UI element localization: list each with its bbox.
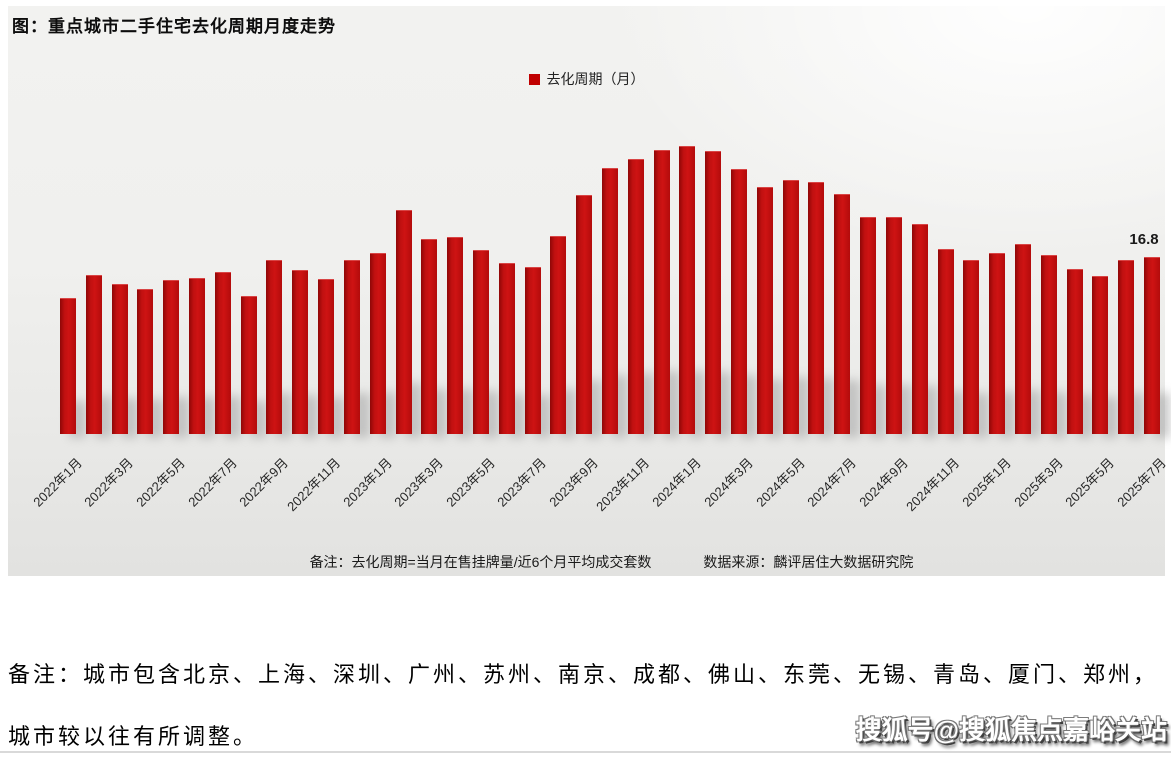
chart-panel: 图：重点城市二手住宅去化周期月度走势 去化周期（月） 2022年1月 2022年3… <box>8 6 1170 576</box>
bar-2024年3月 <box>731 169 748 434</box>
x-axis-label: 2022年1月 <box>30 455 85 510</box>
legend: 去化周期（月） <box>8 69 1165 89</box>
legend-swatch-icon <box>528 73 540 85</box>
bar-2024年5月 <box>782 179 799 434</box>
bar-2023年11月 <box>627 158 644 434</box>
x-axis-label: 2023年1月 <box>339 455 395 510</box>
x-axis-label: 2024年5月 <box>752 455 808 510</box>
bar-2023年5月 <box>472 249 489 434</box>
bar-2024年6月 <box>808 181 825 434</box>
bar-2025年2月 <box>1014 243 1031 434</box>
bar-2023年4月 <box>447 237 464 434</box>
bar-2025年4月 <box>1066 268 1083 434</box>
bar-annotation: 16.8 <box>1129 231 1159 249</box>
bar-2022年4月 <box>137 288 154 434</box>
chart-footnote-row: 备注：去化周期=当月在售挂牌量/近6个月平均成交套数 数据来源：麟评居住大数据研… <box>33 552 1171 572</box>
bar-2022年6月 <box>189 278 206 434</box>
bar-2022年11月 <box>318 279 335 434</box>
bar-2023年3月 <box>421 239 438 434</box>
bar-2023年12月 <box>653 150 670 434</box>
bar-2022年8月 <box>240 295 257 434</box>
bar-2025年6月 <box>1118 260 1135 434</box>
bar-2023年8月 <box>550 236 567 434</box>
article-notes: 备注：城市包含北京、上海、深圳、广州、苏州、南京、成都、佛山、东莞、无锡、青岛、… <box>8 645 1168 769</box>
x-axis-label: 2025年3月 <box>1010 455 1066 510</box>
bar-2023年6月 <box>498 263 515 434</box>
x-axis-label: 2022年5月 <box>133 455 188 510</box>
x-axis-label: 2024年11月 <box>903 455 963 515</box>
bar-2022年7月 <box>214 271 231 434</box>
chart-title: 图：重点城市二手住宅去化周期月度走势 <box>12 17 336 36</box>
bar-2023年7月 <box>524 266 541 434</box>
plot-area <box>60 120 1170 438</box>
bar-2024年12月 <box>963 260 980 434</box>
watermark: 搜狐号@搜狐焦点嘉峪关站 <box>855 715 1167 745</box>
bar-2022年9月 <box>266 260 283 434</box>
legend-label: 去化周期（月） <box>546 71 645 87</box>
bar-2025年3月 <box>1040 255 1057 434</box>
bar-2024年9月 <box>885 217 902 434</box>
x-axis-label: 2022年7月 <box>185 455 240 510</box>
bar-2024年4月 <box>756 187 773 434</box>
x-axis-label: 2024年1月 <box>649 455 705 510</box>
chart-source: 数据来源：麟评居住大数据研究院 <box>703 554 914 570</box>
x-axis-label: 2025年5月 <box>1062 455 1118 510</box>
bar-2022年12月 <box>343 260 360 434</box>
x-axis-label: 2024年7月 <box>804 455 860 510</box>
x-axis-label: 2022年3月 <box>81 455 137 510</box>
x-axis-label: 2023年11月 <box>593 455 653 515</box>
bar-2023年9月 <box>576 195 593 434</box>
bar-2022年3月 <box>111 284 128 434</box>
x-axis-label: 2023年5月 <box>443 455 498 510</box>
bar-2025年7月 <box>1144 257 1160 434</box>
bar-2022年5月 <box>163 280 180 434</box>
x-axis-label: 2023年3月 <box>391 455 447 510</box>
bar-2022年10月 <box>292 269 309 434</box>
x-axis-label: 2023年7月 <box>494 455 550 510</box>
x-axis-label: 2025年7月 <box>1114 455 1169 510</box>
x-axis-label: 2025年1月 <box>959 455 1014 510</box>
bar-2024年10月 <box>911 223 928 434</box>
bar-2024年1月 <box>679 146 696 434</box>
x-axis-label: 2024年3月 <box>701 455 756 510</box>
bar-2022年2月 <box>85 274 102 434</box>
bar-2024年11月 <box>937 248 954 434</box>
bars-layer <box>60 120 1160 434</box>
bar-2025年5月 <box>1092 276 1109 434</box>
x-axis-label: 2022年11月 <box>283 455 343 515</box>
bar-2024年7月 <box>834 194 851 434</box>
x-axis-labels: 2022年1月 2022年3月 2022年5月 2022年7月 2022年9月 2022年… <box>8 453 1169 543</box>
bar-2023年10月 <box>602 168 618 434</box>
notes-line-1: 备注：城市包含北京、上海、深圳、广州、苏州、南京、成都、佛山、东莞、无锡、青岛、… <box>8 663 1159 688</box>
bar-2023年2月 <box>395 210 412 434</box>
bottom-divider <box>0 751 1171 753</box>
bar-2025年1月 <box>989 252 1006 434</box>
bar-2024年8月 <box>860 217 877 434</box>
chart-footnote: 备注：去化周期=当月在售挂牌量/近6个月平均成交套数 <box>309 554 652 570</box>
bar-2022年1月 <box>60 297 76 434</box>
bar-2023年1月 <box>369 252 386 434</box>
bar-2024年2月 <box>705 151 722 434</box>
notes-line-2: 城市较以往有所调整。 <box>8 725 259 750</box>
